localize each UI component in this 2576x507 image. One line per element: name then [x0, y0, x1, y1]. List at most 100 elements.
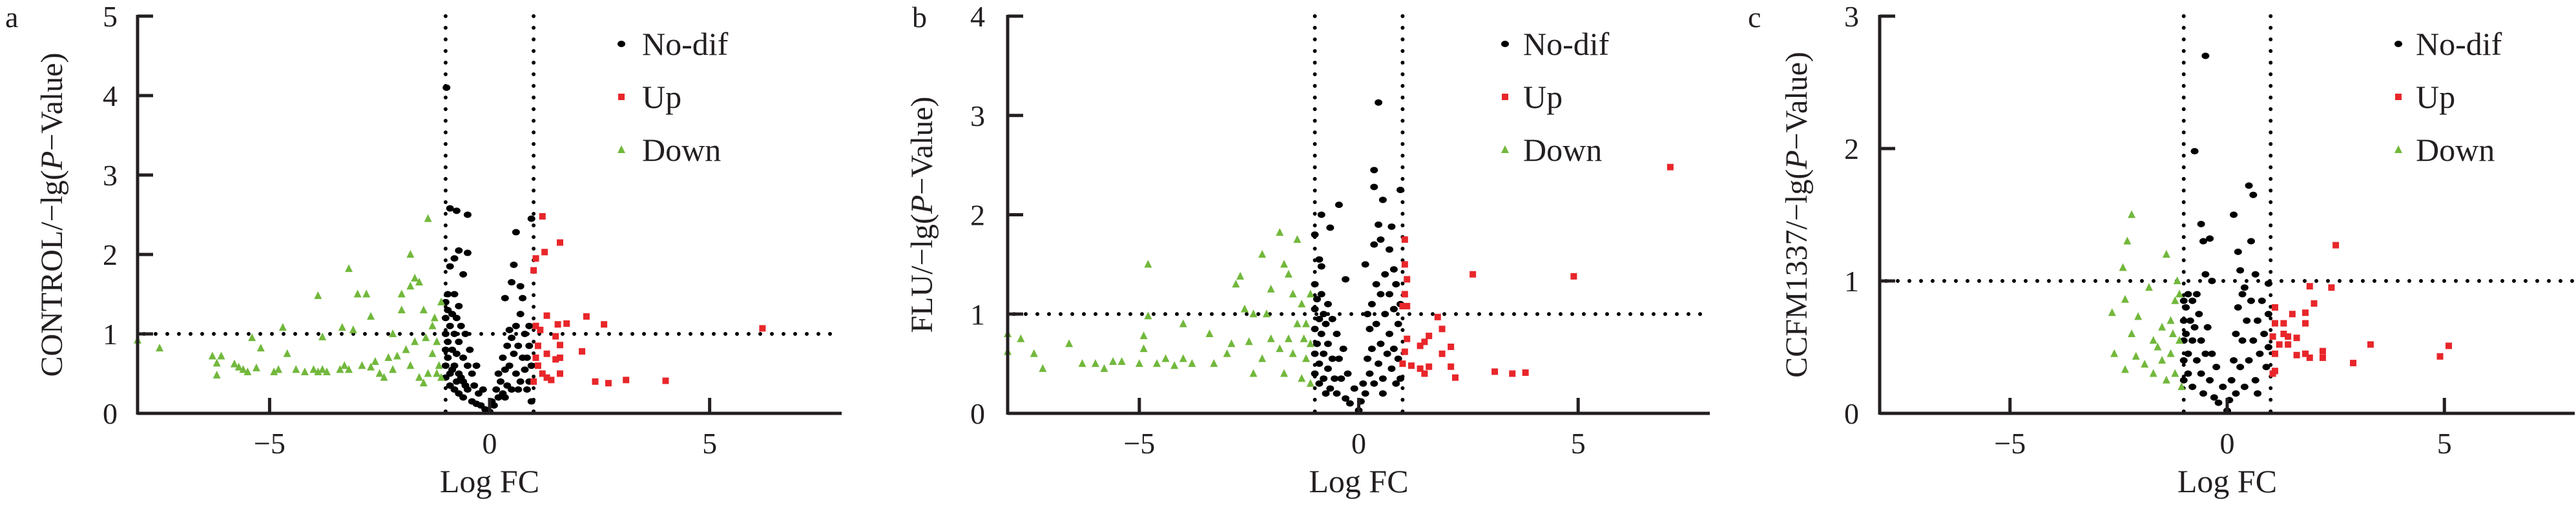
data-point: [492, 386, 501, 393]
data-point: [2208, 278, 2216, 284]
data-point: [2206, 235, 2214, 242]
data-point: [2145, 283, 2153, 291]
data-point: [1387, 223, 1396, 230]
y-axis-label-suffix: −Value): [905, 96, 939, 194]
data-point: [1404, 276, 1411, 283]
data-point: [557, 354, 563, 361]
data-point: [2188, 337, 2197, 344]
data-point: [318, 332, 327, 340]
data-point: [592, 378, 599, 385]
x-axis-label: Log FC: [2177, 463, 2277, 499]
data-point: [1667, 163, 1674, 171]
data-point: [2210, 394, 2218, 401]
data-point: [2119, 263, 2127, 271]
data-point: [1376, 340, 1385, 347]
data-point: [1302, 319, 1310, 327]
data-point: [2108, 308, 2116, 316]
data-point: [463, 249, 472, 256]
y-tick-label: 2: [970, 199, 985, 232]
data-point: [2230, 357, 2238, 364]
data-point: [527, 215, 535, 222]
data-point: [508, 279, 516, 286]
data-point: [527, 398, 535, 405]
data-point: [523, 386, 531, 393]
data-point: [2245, 182, 2253, 189]
data-point: [2110, 349, 2119, 357]
data-point: [1397, 187, 1405, 194]
data-point: [314, 291, 322, 299]
data-point: [2251, 271, 2259, 278]
data-point: [1315, 360, 1324, 367]
volcano-plot-a: a 0 1 2 3 4 5 −5 0 5 Log FC CONTROL/−lg(P−Value) No-…: [5, 0, 844, 499]
data-point: [1078, 359, 1086, 367]
data-point: [450, 291, 459, 298]
data-point: [2302, 320, 2309, 327]
data-point: [2190, 148, 2199, 155]
data-point: [2206, 377, 2214, 384]
data-point: [422, 333, 430, 342]
panel-letter: a: [5, 1, 18, 34]
data-point: [2238, 291, 2247, 298]
data-point: [1135, 359, 1143, 367]
data-point: [461, 331, 470, 337]
legend-label: Down: [2416, 132, 2495, 168]
y-axis-label: CONTROL/−lg(P−Value): [35, 52, 69, 377]
x-tick-label: 0: [1351, 427, 1366, 460]
data-point: [1258, 354, 1267, 362]
data-point: [2199, 390, 2208, 397]
data-point: [2121, 365, 2129, 373]
data-point: [340, 361, 349, 369]
data-point: [375, 369, 384, 377]
data-point: [2188, 384, 2197, 390]
data-point: [2332, 242, 2340, 249]
data-point: [1324, 300, 1332, 307]
data-point: [1370, 167, 1378, 174]
x-tick-label: 0: [2220, 427, 2235, 460]
series-down: [1004, 228, 1314, 387]
data-point: [1389, 305, 1398, 313]
data-point: [463, 362, 472, 369]
data-point: [1426, 363, 1433, 370]
data-point: [2149, 336, 2157, 344]
data-point: [512, 322, 520, 329]
volcano-plot-c: c 0 1 2 3 −5 0 5 Log FC CCFM1337/−lg(P−Value) No-d…: [1748, 0, 2576, 499]
data-point: [2182, 304, 2190, 311]
data-point: [367, 362, 375, 371]
data-point: [532, 322, 539, 329]
data-point: [1030, 349, 1038, 357]
data-point: [292, 365, 300, 373]
data-point: [470, 382, 479, 389]
data-point: [1249, 369, 1258, 377]
series-up: [2269, 242, 2452, 377]
y-tick-label: 4: [970, 0, 985, 33]
data-point: [2293, 351, 2300, 358]
y-tick-label: 3: [970, 99, 985, 132]
data-point: [523, 354, 531, 361]
data-point: [1421, 338, 1428, 346]
data-point: [1280, 260, 1289, 268]
data-point: [1311, 231, 1319, 238]
data-point: [466, 346, 474, 353]
data-point: [457, 322, 465, 329]
data-point: [519, 295, 527, 302]
data-point: [2311, 300, 2318, 307]
data-point: [1426, 333, 1433, 340]
data-point: [2179, 317, 2188, 324]
data-point: [300, 367, 309, 376]
data-point: [461, 382, 470, 389]
data-point: [2186, 317, 2194, 324]
data-point: [2128, 210, 2136, 218]
data-point: [1386, 331, 1394, 337]
data-point: [2171, 296, 2179, 304]
data-point: [1258, 250, 1267, 258]
data-point: [1397, 375, 1405, 382]
data-point: [532, 354, 539, 361]
data-point: [1245, 337, 1253, 346]
data-point: [380, 373, 388, 381]
data-point: [2195, 311, 2203, 318]
data-point: [371, 357, 379, 366]
data-point: [1311, 370, 1319, 377]
data-point: [2271, 350, 2278, 357]
data-point: [2238, 337, 2247, 344]
data-point: [1335, 202, 1343, 209]
